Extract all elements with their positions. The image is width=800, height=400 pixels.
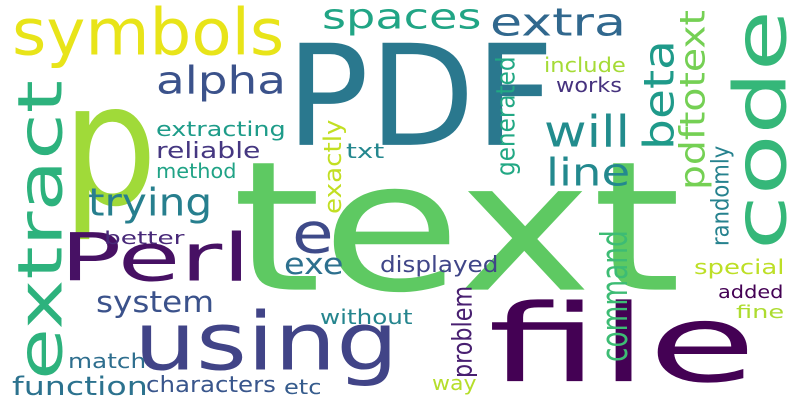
word-command: command — [593, 230, 637, 362]
word-without: without — [320, 305, 413, 330]
word-using: using — [134, 294, 399, 389]
word-added: added — [718, 281, 784, 304]
word-match: match — [68, 349, 147, 374]
word-extracting: extracting — [156, 117, 286, 142]
word-perl: Perl — [60, 219, 251, 297]
word-characters: characters — [146, 371, 276, 398]
word-reliable: reliable — [156, 137, 261, 164]
word-text: text — [232, 123, 682, 333]
word-way: way — [432, 371, 477, 396]
word-exactly: exactly — [319, 119, 348, 214]
word-trying: trying — [88, 180, 213, 226]
word-randomly: randomly — [705, 145, 735, 246]
word-method: method — [156, 159, 237, 184]
word-system: system — [96, 284, 215, 320]
word-alpha: alpha — [156, 58, 287, 104]
word-exe: exe — [284, 246, 344, 282]
word-symbols: symbols — [12, 0, 285, 71]
word-code: code — [719, 10, 800, 251]
word-txt: txt — [346, 139, 385, 164]
word-generated: generated — [491, 56, 522, 176]
word-extra: extra — [490, 0, 627, 46]
word-special: special — [694, 255, 785, 280]
word-include: include — [544, 53, 626, 78]
word-displayed: displayed — [380, 251, 499, 278]
word-file: file — [488, 282, 757, 400]
word-better: better — [104, 227, 185, 250]
word-will: will — [544, 105, 631, 158]
word-etc: etc — [284, 375, 322, 400]
word-function: function — [12, 370, 148, 400]
word-line: line — [546, 150, 631, 196]
word-problem: problem — [447, 285, 479, 378]
word-pdf: PDF — [286, 16, 555, 179]
word-p: p — [62, 47, 158, 245]
word-e: e — [292, 200, 334, 267]
word-works: works — [556, 73, 622, 98]
word-fine: fine — [736, 301, 785, 324]
word-spaces: spaces — [322, 0, 482, 38]
